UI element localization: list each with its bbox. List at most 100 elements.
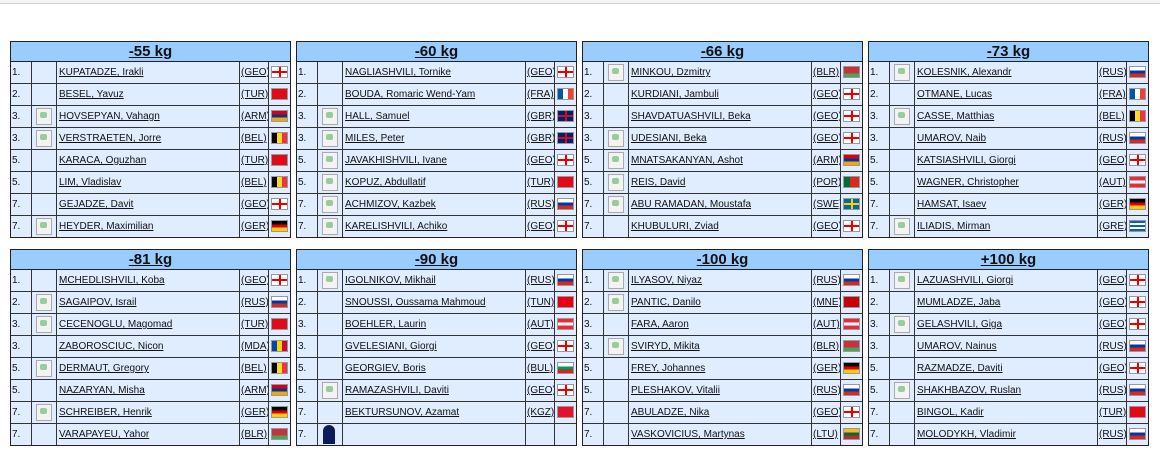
result-row: 2. KURDIANI, Jambuli (GEO) bbox=[583, 84, 862, 106]
weight-title: -100 kg bbox=[583, 250, 862, 270]
flag bbox=[271, 66, 288, 78]
rank: 3. bbox=[297, 336, 318, 357]
country-code: (BLR) bbox=[240, 424, 269, 445]
flag bbox=[557, 110, 574, 122]
flag-cell bbox=[269, 358, 290, 379]
photo-cell bbox=[890, 402, 915, 423]
photo-cell bbox=[604, 84, 629, 105]
flag-cell bbox=[269, 270, 290, 291]
flag-cell bbox=[841, 402, 862, 423]
photo-icon bbox=[608, 196, 624, 213]
rank: 3. bbox=[11, 314, 32, 335]
rank: 2. bbox=[11, 292, 32, 313]
flag bbox=[843, 220, 860, 232]
country-code: (GEO) bbox=[1098, 292, 1127, 313]
flag bbox=[1129, 198, 1146, 210]
rank: 3. bbox=[583, 128, 604, 149]
photo-icon bbox=[894, 272, 910, 289]
rank: 2. bbox=[297, 84, 318, 105]
athlete-name: KURDIANI, Jambuli bbox=[629, 84, 812, 105]
flag-cell bbox=[1127, 194, 1148, 215]
photo-cell bbox=[318, 314, 343, 335]
result-row: 1. MCHEDLISHVILI, Koba (GEO) bbox=[11, 270, 290, 292]
flag-cell bbox=[1127, 150, 1148, 171]
photo-icon bbox=[894, 316, 910, 333]
flag bbox=[1129, 428, 1146, 440]
result-row: 7. VASKOVICIUS, Martynas (LTU) bbox=[583, 424, 862, 445]
country-code: (TUR) bbox=[240, 150, 269, 171]
rank: 2. bbox=[297, 292, 318, 313]
athlete-name: SHAVDATUASHVILI, Beka bbox=[629, 106, 812, 127]
country-code: (GEO) bbox=[812, 106, 841, 127]
flag bbox=[1129, 340, 1146, 352]
country-code: (GBR) bbox=[526, 106, 555, 127]
photo-cell bbox=[318, 194, 343, 215]
photo-icon bbox=[608, 64, 624, 81]
athlete-name: FREY, Johannes bbox=[629, 358, 812, 379]
athlete-name: KARACA, Oguzhan bbox=[57, 150, 240, 171]
photo-cell bbox=[604, 128, 629, 149]
result-row: 3. CECENOGLU, Magomad (TUR) bbox=[11, 314, 290, 336]
athlete-name bbox=[343, 424, 526, 445]
photo-icon bbox=[608, 130, 624, 147]
athlete-name: DERMAUT, Gregory bbox=[57, 358, 240, 379]
photo-cell bbox=[604, 336, 629, 357]
rank: 3. bbox=[583, 336, 604, 357]
flag-cell bbox=[269, 402, 290, 423]
result-row: 2. SAGAIPOV, Israil (RUS) bbox=[11, 292, 290, 314]
photo-icon bbox=[322, 152, 338, 169]
rank: 3. bbox=[297, 128, 318, 149]
result-row: 3. SHAVDATUASHVILI, Beka (GEO) bbox=[583, 106, 862, 128]
flag-cell bbox=[1127, 314, 1148, 335]
result-row: 3. HALL, Samuel (GBR) bbox=[297, 106, 576, 128]
photo-cell bbox=[32, 314, 57, 335]
rank: 5. bbox=[869, 150, 890, 171]
country-code: (GER) bbox=[1098, 194, 1127, 215]
photo-cell bbox=[604, 172, 629, 193]
result-row: 7. MOLODYKH, Vladimir (RUS) bbox=[869, 424, 1148, 445]
photo-cell bbox=[32, 62, 57, 83]
flag-cell bbox=[269, 106, 290, 127]
country-code: (RUS) bbox=[526, 194, 555, 215]
country-code: (ARM) bbox=[240, 106, 269, 127]
flag bbox=[271, 88, 288, 100]
flag bbox=[843, 110, 860, 122]
photo-icon bbox=[322, 218, 338, 235]
country-code: (GEO) bbox=[1098, 150, 1127, 171]
athlete-name: ZABOROSCIUC, Nicon bbox=[57, 336, 240, 357]
flag-cell bbox=[269, 62, 290, 83]
flag-cell bbox=[841, 194, 862, 215]
rank: 5. bbox=[869, 172, 890, 193]
flag bbox=[271, 318, 288, 330]
photo-cell bbox=[32, 172, 57, 193]
result-row: 7. GEJADZE, Davit (GEO) bbox=[11, 194, 290, 216]
flag-cell bbox=[269, 314, 290, 335]
rank: 1. bbox=[11, 270, 32, 291]
athlete-name: VERSTRAETEN, Jorre bbox=[57, 128, 240, 149]
athlete-name: KUPATADZE, Irakli bbox=[57, 62, 240, 83]
country-code: (BUL) bbox=[526, 358, 555, 379]
photo-cell bbox=[32, 380, 57, 401]
rank: 5. bbox=[583, 380, 604, 401]
flag-cell bbox=[269, 216, 290, 237]
flag bbox=[843, 428, 860, 440]
flag bbox=[843, 340, 860, 352]
country-code: (MDA) bbox=[240, 336, 269, 357]
athlete-name: ABU RAMADAN, Moustafa bbox=[629, 194, 812, 215]
athlete-name: KARELISHVILI, Achiko bbox=[343, 216, 526, 237]
rank: 7. bbox=[11, 216, 32, 237]
photo-cell bbox=[318, 84, 343, 105]
photo-cell bbox=[890, 424, 915, 445]
flag bbox=[843, 132, 860, 144]
photo-icon bbox=[36, 218, 52, 235]
photo-cell bbox=[604, 216, 629, 237]
country-code: (BEL) bbox=[1098, 106, 1127, 127]
country-code: (GER) bbox=[812, 358, 841, 379]
rank: 3. bbox=[297, 106, 318, 127]
photo-cell bbox=[318, 150, 343, 171]
country-code: (GRE) bbox=[1098, 216, 1127, 237]
flag bbox=[557, 132, 574, 144]
result-row: 5. RAZMADZE, Daviti (GEO) bbox=[869, 358, 1148, 380]
flag bbox=[1129, 274, 1146, 286]
flag-cell bbox=[555, 402, 576, 423]
